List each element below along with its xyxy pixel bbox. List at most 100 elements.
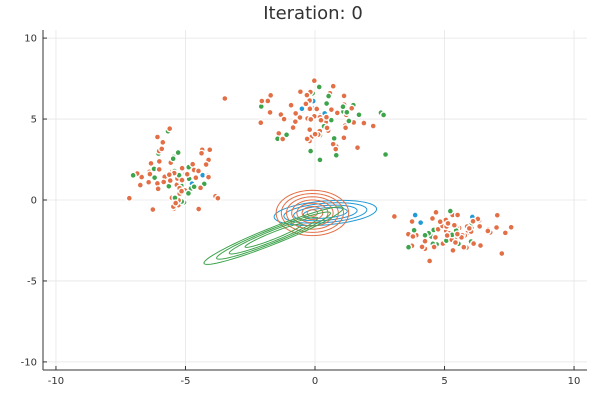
data-point [171, 199, 180, 207]
y-tick-label: -10 [21, 357, 37, 368]
data-point [183, 170, 191, 178]
x-tick-label: 0 [312, 376, 318, 387]
data-point [327, 105, 336, 114]
data-point [501, 229, 510, 237]
data-point [305, 125, 314, 134]
data-point [291, 117, 300, 126]
axes: -10 -5 0 5 10 -10 -5 0 5 10 [21, 30, 587, 387]
data-point [343, 108, 351, 117]
data-point [469, 239, 478, 248]
data-point [339, 103, 347, 111]
data-point [192, 174, 200, 182]
data-point [332, 151, 340, 160]
data-point [282, 131, 291, 139]
data-point [390, 212, 399, 221]
x-tick-label: 10 [568, 376, 581, 387]
data-point [369, 122, 377, 130]
green-contour [203, 206, 344, 265]
data-point [469, 217, 477, 225]
green-contour [228, 216, 319, 255]
data-point [329, 82, 337, 90]
data-point [289, 123, 297, 132]
data-point [436, 218, 444, 226]
data-point [317, 116, 325, 124]
data-point [150, 173, 159, 182]
data-point [149, 205, 157, 214]
data-point [174, 148, 182, 157]
data-point [165, 124, 174, 133]
data-point [432, 208, 440, 217]
data-point [492, 223, 501, 232]
data-point [348, 104, 356, 113]
data-point [323, 124, 331, 132]
data-point [257, 119, 265, 127]
data-point [428, 214, 437, 223]
x-tick-label: -10 [48, 376, 64, 387]
green-contour [244, 223, 303, 248]
data-point [188, 160, 197, 168]
chart-title: Iteration: 0 [263, 3, 363, 24]
data-point [303, 135, 311, 143]
data-point [421, 231, 429, 239]
data-point [360, 119, 368, 127]
data-point [444, 219, 452, 228]
data-point [194, 205, 203, 213]
data-point [158, 145, 166, 153]
data-point [177, 187, 186, 195]
data-point [155, 157, 164, 166]
data-point [194, 167, 203, 175]
data-point [266, 91, 275, 100]
data-point [449, 246, 457, 255]
data-point [507, 223, 515, 232]
data-point [353, 143, 362, 152]
data-point [446, 207, 455, 215]
data-point [324, 92, 333, 100]
data-point [379, 111, 388, 119]
data-point [493, 211, 501, 219]
data-point [184, 189, 193, 198]
data-point [322, 99, 331, 108]
data-point [197, 149, 206, 158]
data-point [302, 100, 310, 108]
data-point [214, 194, 222, 202]
data-point [421, 237, 429, 245]
data-point [333, 109, 342, 117]
x-tick-label: -5 [180, 376, 190, 387]
y-tick-label: 5 [31, 115, 37, 126]
data-point [409, 232, 417, 241]
data-point [310, 77, 319, 85]
data-point [430, 243, 438, 251]
data-point [303, 91, 311, 99]
data-point [475, 222, 484, 231]
data-point [443, 231, 451, 240]
data-point [125, 194, 134, 202]
data-point [147, 159, 155, 168]
data-point [465, 224, 474, 233]
data-point [154, 185, 162, 193]
data-point [296, 113, 304, 122]
data-point [418, 243, 426, 251]
data-point [190, 183, 198, 191]
data-point [431, 233, 440, 242]
data-point [476, 241, 485, 250]
data-point [202, 160, 210, 169]
data-point [166, 176, 174, 185]
data-point [498, 249, 506, 258]
data-point [341, 124, 350, 132]
data-point [453, 211, 462, 219]
data-point [264, 97, 272, 105]
data-point [280, 115, 288, 123]
y-tick-label: 0 [31, 196, 37, 207]
data-point [313, 105, 321, 113]
data-point [404, 243, 413, 251]
data-point [298, 105, 306, 113]
data-point [322, 113, 331, 121]
data-point [136, 181, 144, 189]
data-point [296, 88, 305, 96]
data-point [287, 101, 295, 109]
data-point [266, 108, 274, 117]
data-point [159, 178, 168, 186]
orange-contour [280, 193, 345, 233]
data-point [408, 217, 416, 226]
